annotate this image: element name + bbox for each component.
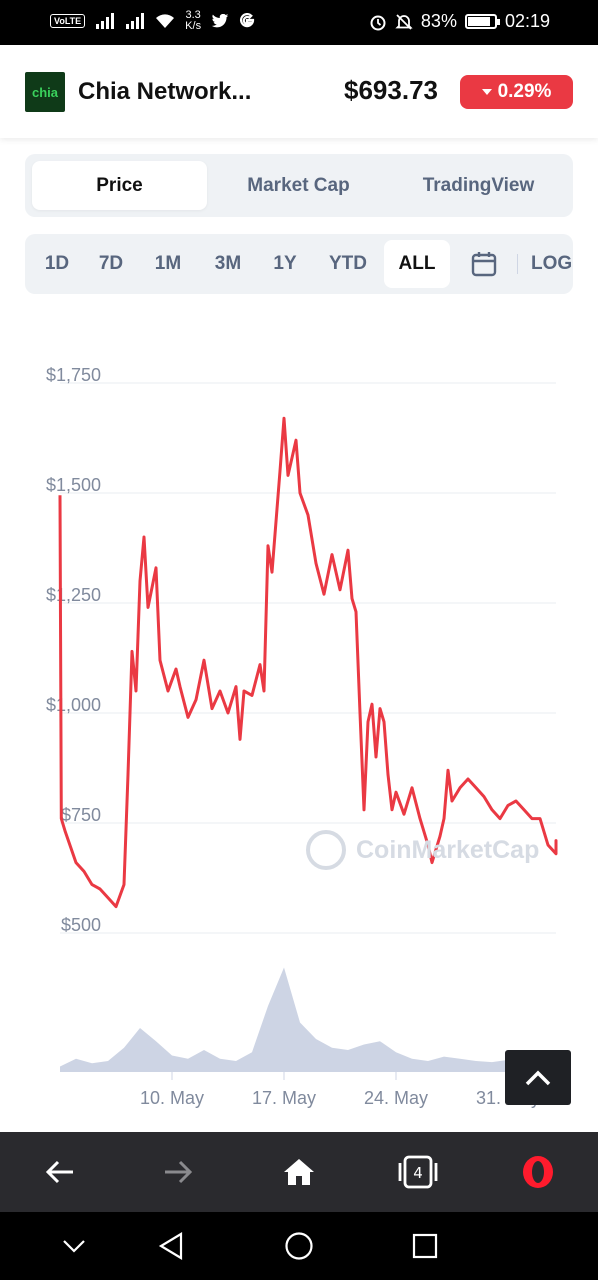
- wifi-icon: [156, 14, 175, 28]
- nav-back-button[interactable]: [154, 1229, 188, 1263]
- coin-header: chia Chia Network... $693.73 0.29%: [0, 45, 598, 138]
- circle-home-icon: [285, 1232, 313, 1260]
- status-bar: VoLTE 3.3 K/s 83% 02:19: [0, 0, 598, 45]
- back-button[interactable]: [40, 1152, 80, 1192]
- divider: [517, 254, 518, 274]
- x-tick-label: 10. May: [140, 1088, 204, 1108]
- tabs-button[interactable]: 4: [398, 1152, 438, 1192]
- range-all[interactable]: ALL: [384, 240, 450, 288]
- tab-price[interactable]: Price: [32, 161, 207, 210]
- price-change-value: 0.29%: [497, 81, 552, 102]
- chart-type-tabs: Price Market Cap TradingView: [25, 154, 573, 217]
- caret-down-icon: [481, 89, 492, 95]
- nav-home-button[interactable]: [282, 1229, 316, 1263]
- arrow-left-icon: [45, 1160, 73, 1184]
- range-1d[interactable]: 1D: [44, 253, 70, 274]
- hide-nav-button[interactable]: [57, 1229, 91, 1263]
- watermark-text: CoinMarketCap: [356, 835, 540, 864]
- chevron-down-icon: [63, 1240, 85, 1253]
- signal-icon: [126, 13, 145, 29]
- twitter-icon: [211, 13, 229, 27]
- net-speed: 3.3 K/s: [185, 10, 201, 32]
- mute-icon: [395, 13, 413, 30]
- chevron-up-icon: [525, 1070, 551, 1085]
- forward-button[interactable]: [158, 1152, 198, 1192]
- coinmarketcap-logo-icon: [306, 830, 346, 870]
- coinmarketcap-watermark: CoinMarketCap: [306, 830, 539, 870]
- y-tick-label: $1,500: [46, 475, 101, 495]
- tabs-icon: 4: [398, 1155, 438, 1189]
- clock: 02:19: [504, 11, 550, 31]
- range-3m[interactable]: 3M: [214, 253, 242, 274]
- y-tick-label: $750: [61, 805, 101, 825]
- browser-toolbar: 4: [0, 1132, 598, 1212]
- range-1y[interactable]: 1Y: [273, 253, 297, 274]
- triangle-back-icon: [158, 1232, 183, 1260]
- range-log[interactable]: LOG: [531, 253, 573, 274]
- status-right: 83% 02:19: [369, 11, 550, 32]
- scroll-to-top-button[interactable]: [505, 1050, 571, 1105]
- alarm-icon: [370, 15, 386, 30]
- opera-menu-button[interactable]: [518, 1152, 558, 1192]
- price-chart-svg: $1,750 $1,500 $1,250 $1,000 $750 $500 10. May 1…: [46, 365, 558, 1108]
- tab-tradingview[interactable]: TradingView: [422, 174, 535, 196]
- net-speed-value: 3.3: [185, 9, 201, 21]
- range-7d[interactable]: 7D: [98, 253, 124, 274]
- battery-icon: [464, 14, 500, 29]
- home-button[interactable]: [279, 1152, 319, 1192]
- y-tick-label: $1,000: [46, 695, 101, 715]
- tab-market-cap[interactable]: Market Cap: [247, 174, 350, 196]
- y-tick-label: $1,250: [46, 585, 101, 605]
- status-left: VoLTE 3.3 K/s: [50, 10, 255, 32]
- home-icon: [284, 1159, 314, 1185]
- price-change-badge: 0.29%: [460, 75, 573, 109]
- volume-area: [60, 967, 556, 1072]
- x-tick-label: 17. May: [252, 1088, 316, 1108]
- arrow-right-icon: [165, 1160, 193, 1184]
- battery-percent: 83%: [420, 11, 457, 31]
- price-chart[interactable]: $1,750 $1,500 $1,250 $1,000 $750 $500 10. May 1…: [0, 340, 598, 1120]
- volte-badge: VoLTE: [50, 14, 86, 28]
- coin-name[interactable]: Chia Network...: [78, 78, 252, 105]
- battery-fill: [467, 17, 490, 26]
- range-1m[interactable]: 1M: [154, 253, 182, 274]
- price-line: [58, 416, 558, 909]
- y-tick-label: $1,750: [46, 365, 101, 385]
- x-tick-label: 24. May: [364, 1088, 428, 1108]
- signal-icon: [96, 13, 115, 29]
- square-recents-icon: [412, 1233, 438, 1259]
- nav-recents-button[interactable]: [408, 1229, 442, 1263]
- net-speed-unit: K/s: [185, 20, 202, 32]
- svg-text:4: 4: [413, 1164, 423, 1182]
- chia-logo[interactable]: chia: [25, 72, 65, 112]
- range-selector: 1D 7D 1M 3M 1Y YTD ALL LOG: [25, 234, 573, 294]
- coin-price: $693.73: [344, 75, 438, 105]
- system-nav-bar: [0, 1212, 598, 1280]
- y-tick-label: $500: [61, 915, 101, 935]
- calendar-icon[interactable]: [471, 251, 497, 277]
- google-icon: [240, 13, 255, 28]
- opera-logo-icon: [523, 1156, 553, 1188]
- range-ytd[interactable]: YTD: [329, 253, 367, 274]
